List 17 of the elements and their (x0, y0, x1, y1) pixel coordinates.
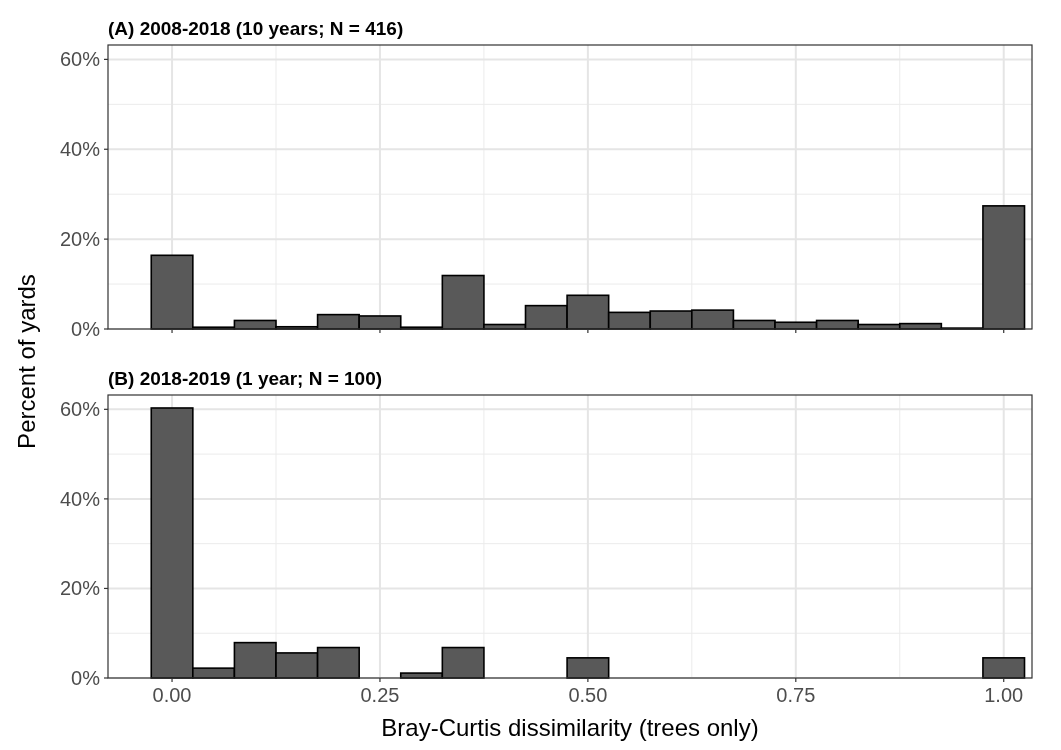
x-axis-title: Bray-Curtis dissimilarity (trees only) (381, 714, 759, 741)
chart-title: (B) 2018-2019 (1 year; N = 100) (108, 368, 383, 389)
y-tick-label: 20% (59, 577, 101, 600)
chart-title: (A) 2008-2018 (10 years; N = 416) (108, 18, 404, 39)
y-axis-title: Percent of yards (13, 274, 40, 449)
x-tick-label: 0.75 (776, 684, 816, 706)
x-tick-label: 0.50 (568, 684, 608, 706)
y-tick-label: 40% (59, 138, 101, 161)
y-tick-label: 40% (59, 487, 101, 510)
y-tick-label: 0% (71, 667, 101, 689)
y-tick-label: 60% (59, 48, 101, 71)
x-tick-label: 0.25 (360, 684, 400, 706)
x-tick-label: 1.00 (984, 684, 1024, 706)
y-tick-label: 0% (71, 318, 101, 340)
y-tick-label: 20% (59, 228, 101, 251)
y-tick-label: 60% (59, 398, 101, 421)
x-tick-label: 0.00 (152, 684, 192, 706)
